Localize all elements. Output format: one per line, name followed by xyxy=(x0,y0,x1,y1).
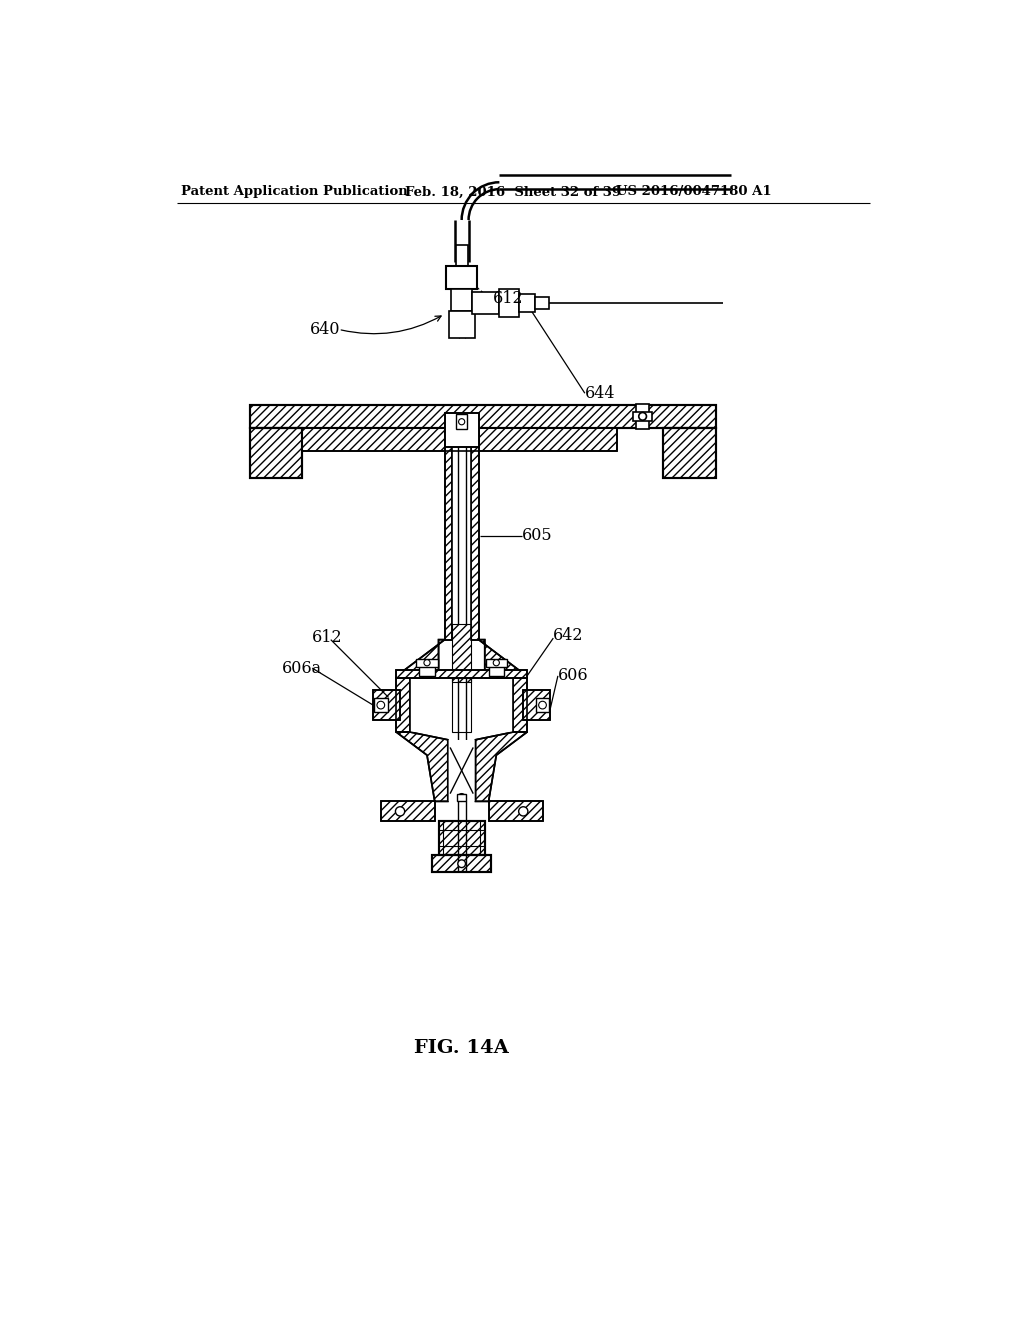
Bar xyxy=(519,294,535,313)
Circle shape xyxy=(424,660,430,665)
Circle shape xyxy=(395,807,404,816)
Bar xyxy=(373,690,400,719)
Bar xyxy=(250,405,716,428)
Text: 612: 612 xyxy=(311,628,342,645)
Bar xyxy=(416,659,438,667)
Bar xyxy=(444,413,478,447)
Bar xyxy=(451,289,472,312)
Bar xyxy=(302,428,617,451)
Bar xyxy=(485,659,507,667)
Polygon shape xyxy=(488,801,543,821)
Bar xyxy=(396,671,527,678)
Polygon shape xyxy=(447,739,475,801)
Bar xyxy=(432,855,490,873)
Circle shape xyxy=(377,701,385,709)
Bar xyxy=(472,293,500,314)
Bar xyxy=(523,690,550,719)
Bar xyxy=(396,678,410,733)
Polygon shape xyxy=(403,640,444,678)
Bar xyxy=(535,297,549,309)
Text: 644: 644 xyxy=(585,384,615,401)
Circle shape xyxy=(494,660,500,665)
Bar xyxy=(374,698,388,711)
Bar xyxy=(396,671,527,678)
Bar xyxy=(250,428,302,478)
Circle shape xyxy=(459,418,465,425)
Bar xyxy=(473,296,499,312)
Bar xyxy=(932,428,978,451)
Bar xyxy=(456,244,468,267)
Circle shape xyxy=(518,807,528,816)
Bar xyxy=(488,660,504,676)
Bar xyxy=(513,678,527,733)
Polygon shape xyxy=(475,733,527,801)
Bar xyxy=(453,678,471,733)
Bar xyxy=(444,413,478,447)
Bar xyxy=(373,690,400,719)
Bar xyxy=(637,404,649,429)
Bar xyxy=(250,405,716,428)
Bar xyxy=(513,678,527,733)
Bar xyxy=(664,428,716,478)
Bar xyxy=(396,678,410,733)
Bar xyxy=(446,414,477,446)
Polygon shape xyxy=(478,640,519,678)
Text: 640: 640 xyxy=(310,321,340,338)
Polygon shape xyxy=(444,428,453,640)
Text: 605: 605 xyxy=(521,527,552,544)
Bar xyxy=(410,678,513,733)
Text: FIG. 14A: FIG. 14A xyxy=(415,1039,509,1057)
Bar xyxy=(446,267,477,289)
Text: 606: 606 xyxy=(558,668,589,684)
Bar xyxy=(302,428,617,451)
Text: 612: 612 xyxy=(493,290,523,308)
Circle shape xyxy=(458,859,466,867)
Polygon shape xyxy=(381,801,435,821)
Circle shape xyxy=(458,793,466,801)
Bar xyxy=(449,312,475,338)
Bar xyxy=(438,821,484,855)
Text: 642: 642 xyxy=(553,627,584,644)
Bar xyxy=(250,428,302,478)
Bar xyxy=(432,855,490,873)
Bar xyxy=(438,821,484,855)
Polygon shape xyxy=(471,428,478,640)
Bar xyxy=(453,624,471,682)
Bar xyxy=(419,660,435,676)
Bar xyxy=(536,698,550,711)
Circle shape xyxy=(639,413,646,420)
Text: Patent Application Publication: Patent Application Publication xyxy=(180,185,408,198)
Bar xyxy=(634,412,652,421)
Bar xyxy=(453,428,471,640)
Polygon shape xyxy=(396,733,447,801)
Text: Feb. 18, 2016  Sheet 32 of 39: Feb. 18, 2016 Sheet 32 of 39 xyxy=(406,185,622,198)
Text: 606a: 606a xyxy=(282,660,322,677)
Text: US 2016/0047180 A1: US 2016/0047180 A1 xyxy=(615,185,771,198)
Bar xyxy=(500,289,519,317)
Circle shape xyxy=(539,701,547,709)
Bar xyxy=(454,289,469,294)
Bar xyxy=(664,428,716,478)
Bar xyxy=(457,793,466,801)
Bar xyxy=(523,690,550,719)
Bar xyxy=(457,414,467,429)
